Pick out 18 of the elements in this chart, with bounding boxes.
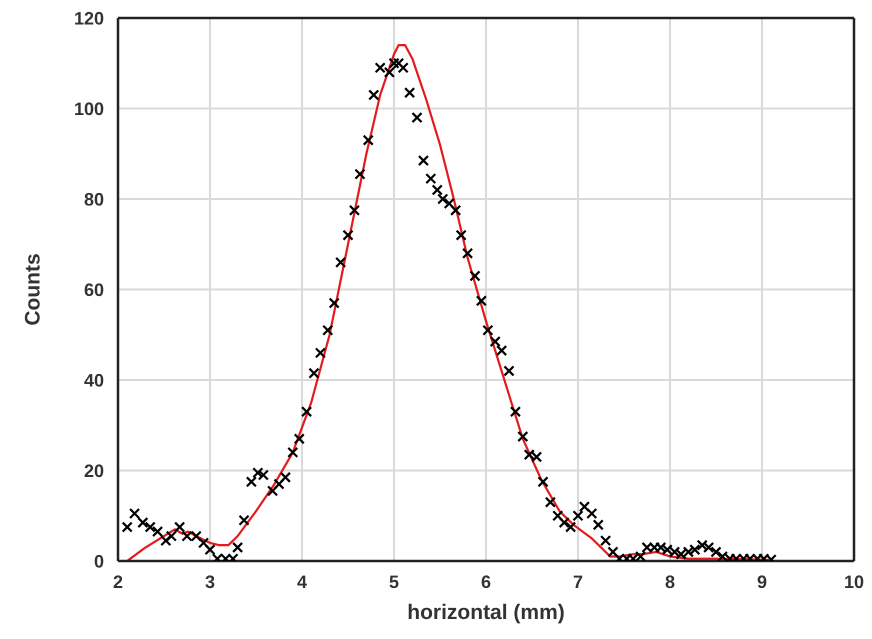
x-tick-label: 7: [572, 572, 584, 592]
y-tick-label: 120: [74, 8, 104, 28]
x-tick-label: 2: [112, 572, 124, 592]
x-tick-label: 8: [664, 572, 676, 592]
x-axis-title: horizontal (mm): [407, 601, 565, 624]
y-tick-label: 100: [74, 98, 104, 119]
y-tick-label: 20: [84, 460, 104, 481]
y-tick-label: 40: [84, 370, 104, 390]
x-tick-label: 9: [756, 572, 768, 592]
x-tick-label: 5: [388, 572, 400, 592]
y-tick-label: 60: [84, 280, 104, 300]
x-tick-label: 4: [296, 572, 308, 592]
y-tick-label: 0: [94, 551, 104, 572]
x-tick-label: 6: [480, 572, 492, 592]
x-tick-label: 10: [844, 572, 864, 592]
y-tick-label: 80: [84, 189, 104, 210]
y-axis-title: Counts: [21, 253, 44, 326]
x-tick-label: 3: [204, 572, 216, 592]
